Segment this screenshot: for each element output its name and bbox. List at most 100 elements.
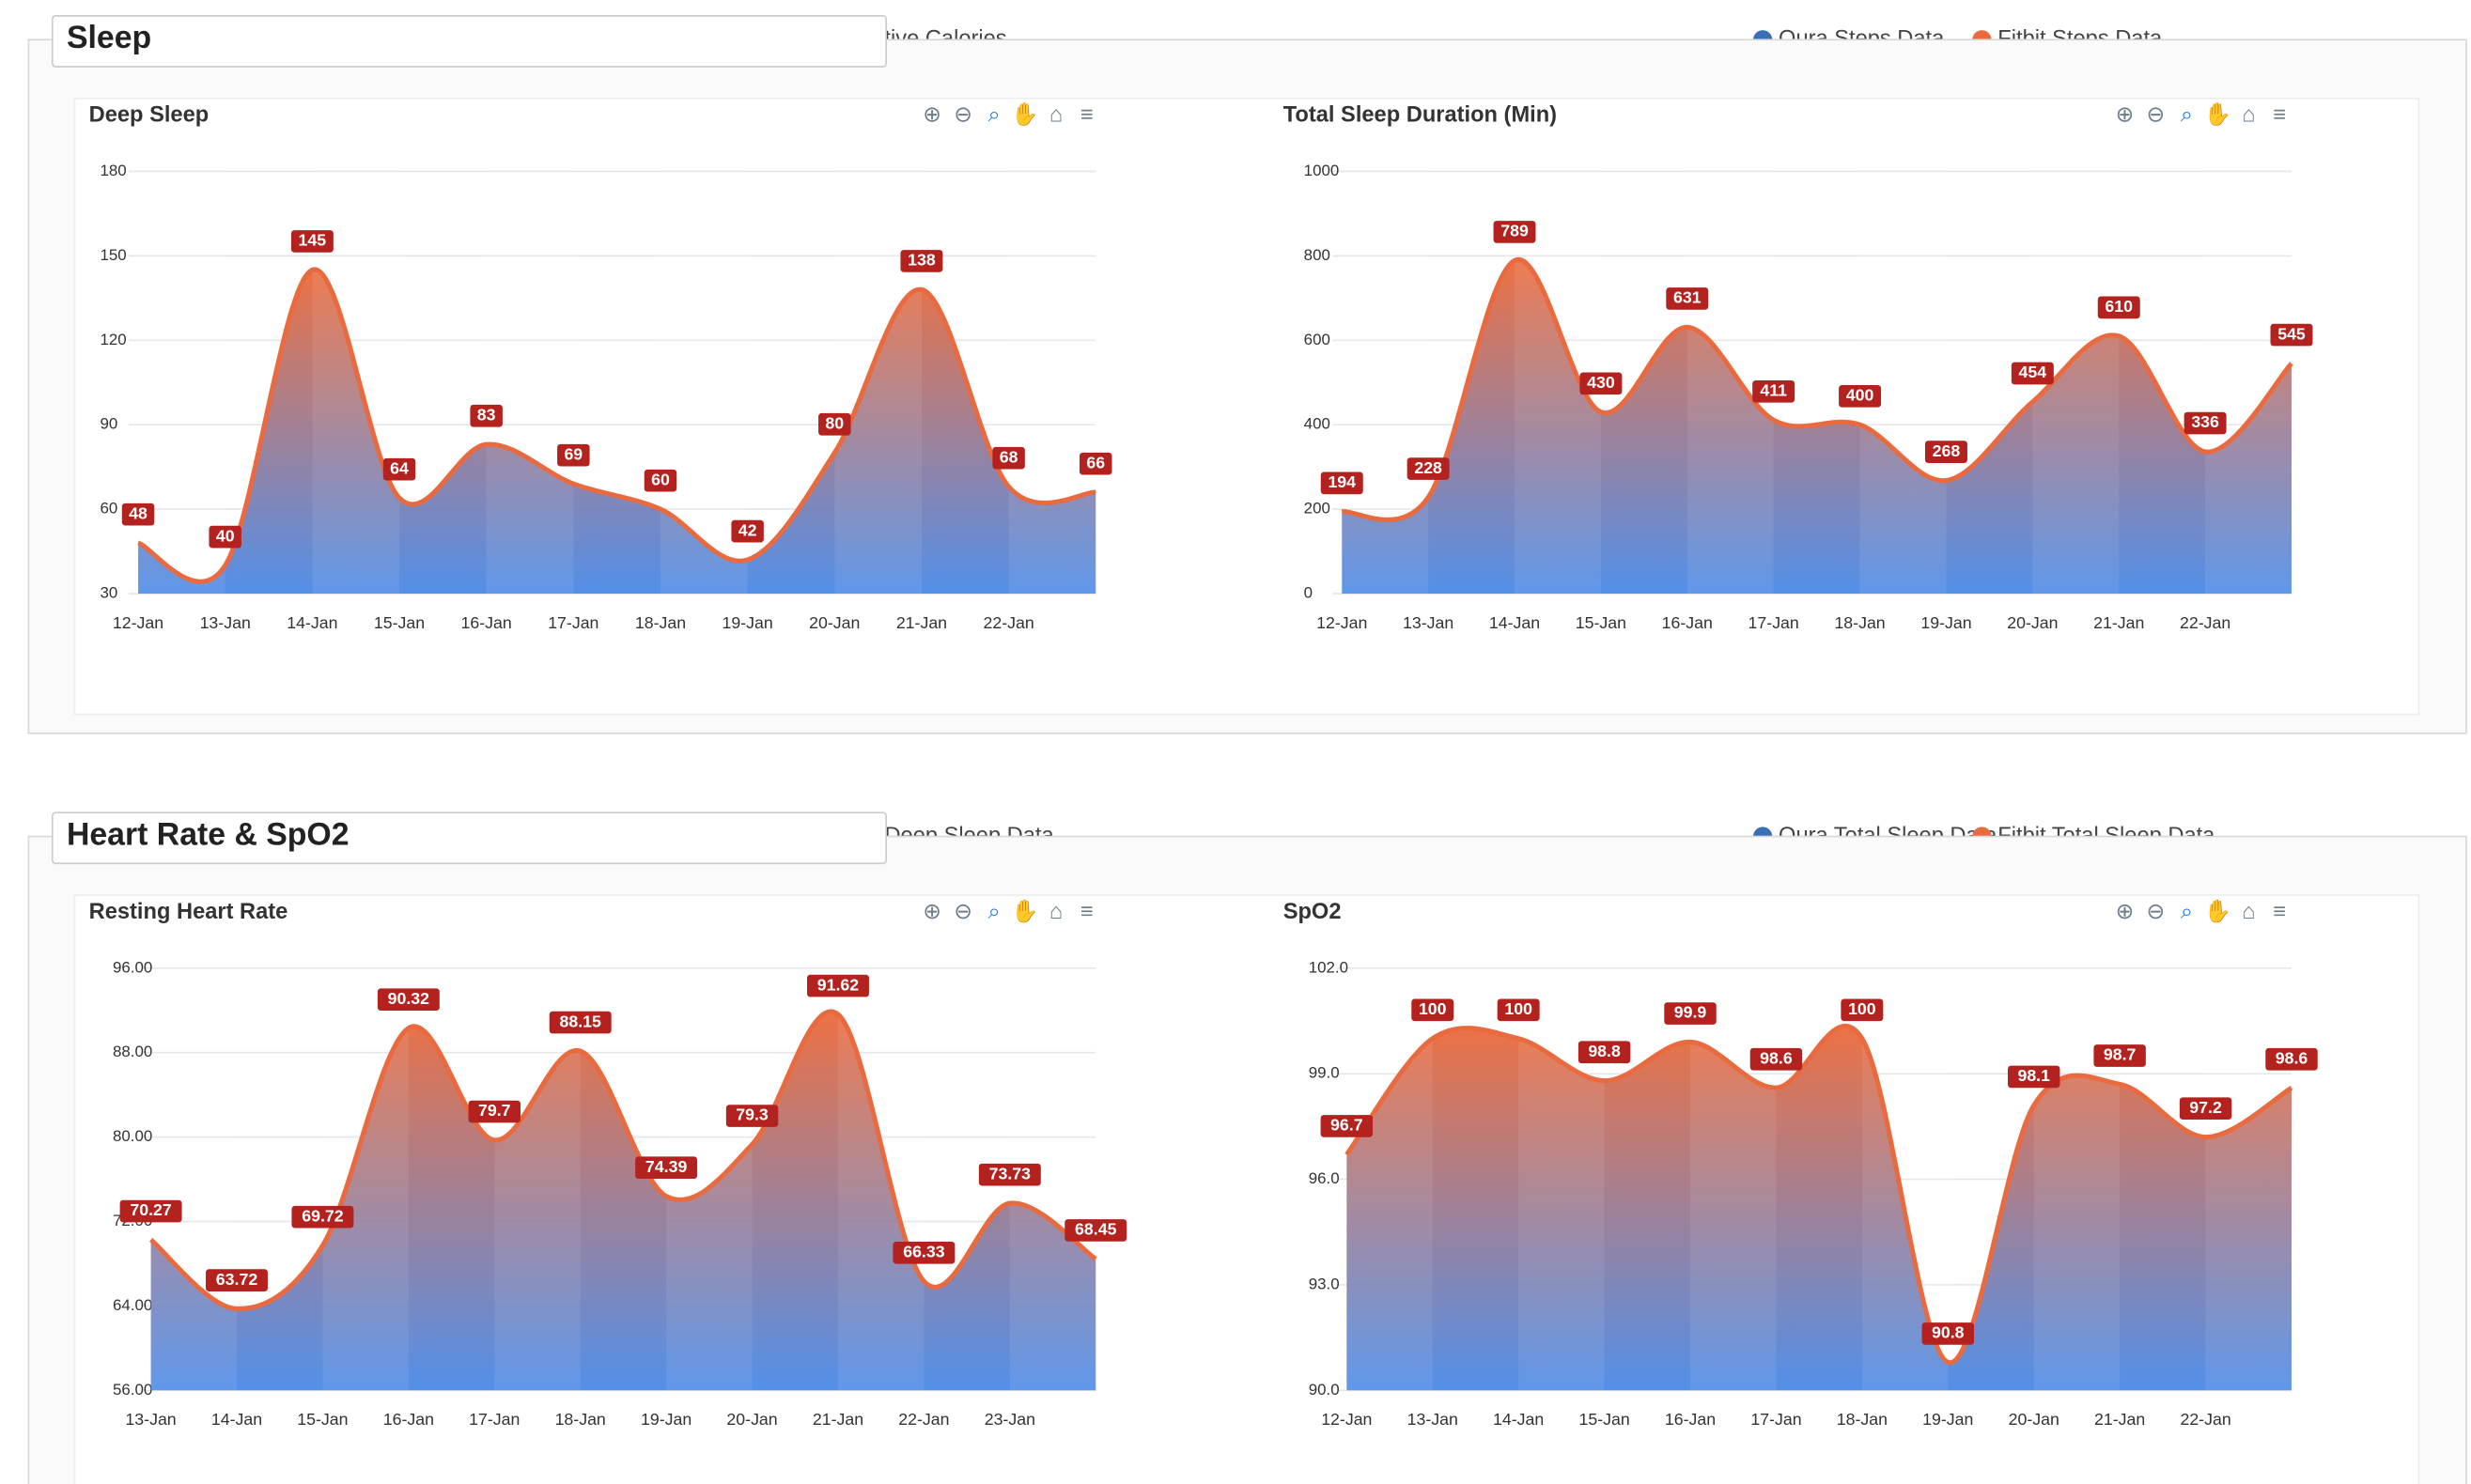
toolbar-icon[interactable]: ≡ <box>1080 103 1094 128</box>
toolbar-icon[interactable]: ⌂ <box>1049 103 1063 128</box>
y-tick-label: 90 <box>100 415 117 433</box>
band-overlay <box>2033 967 2121 1391</box>
value-label-box <box>1921 1322 1975 1345</box>
toolbar-icon[interactable]: ⌂ <box>1049 900 1063 924</box>
value-label: 74.39 <box>645 1157 688 1176</box>
x-tick-label: 18-Jan <box>1837 1410 1888 1429</box>
toolbar-icon[interactable]: ⌕ <box>2181 103 2193 128</box>
value-label-box <box>1749 1047 1803 1071</box>
toolbar-icon[interactable]: ⌕ <box>2181 900 2193 924</box>
toolbar-icon[interactable]: ≡ <box>2273 103 2286 128</box>
value-label: 42 <box>738 520 757 539</box>
toolbar-icon[interactable]: ⊖ <box>2147 103 2166 128</box>
band-overlay <box>1859 171 1947 594</box>
toolbar-icon[interactable]: ⌂ <box>2242 900 2255 924</box>
value-label-box <box>377 988 440 1012</box>
band-overlay <box>666 967 753 1391</box>
x-tick-label: 16-Jan <box>1662 613 1713 632</box>
x-tick-label: 13-Jan <box>1407 1410 1458 1429</box>
value-label-box <box>549 1011 612 1034</box>
toolbar-icon[interactable]: ✋ <box>2204 101 2231 128</box>
y-tick-label: 30 <box>100 583 117 601</box>
band-overlay <box>1342 171 1429 594</box>
toolbar-icon[interactable]: ⊖ <box>954 103 972 128</box>
value-label: 98.8 <box>1588 1042 1621 1060</box>
value-label: 545 <box>2277 324 2306 343</box>
x-tick-label: 21-Jan <box>813 1410 863 1429</box>
value-label: 98.7 <box>2104 1045 2137 1064</box>
value-label: 99.9 <box>1674 1003 1707 1022</box>
toolbar-icon[interactable]: ⌕ <box>987 900 1000 924</box>
toolbar-icon[interactable]: ⊕ <box>923 900 941 924</box>
value-label: 40 <box>216 526 235 545</box>
toolbar-icon[interactable]: ≡ <box>1080 900 1094 924</box>
value-label: 68 <box>1000 447 1018 466</box>
value-label-box <box>290 230 334 253</box>
toolbar-icon[interactable]: ≡ <box>2273 900 2286 924</box>
value-label-box <box>992 446 1025 470</box>
x-tick-label: 19-Jan <box>641 1410 692 1429</box>
x-tick-label: 21-Jan <box>2094 1410 2145 1429</box>
toolbar-icon[interactable]: ✋ <box>2204 898 2231 924</box>
y-tick-label: 800 <box>1304 246 1330 264</box>
x-tick-label: 22-Jan <box>983 613 1033 632</box>
toolbar-icon[interactable]: ✋ <box>1011 898 1038 924</box>
value-label-box <box>2008 1065 2060 1089</box>
x-tick-label: 22-Jan <box>2180 613 2230 632</box>
x-tick-label: 20-Jan <box>2009 1410 2059 1429</box>
toolbar-icon[interactable]: ⌂ <box>2242 103 2255 128</box>
value-label: 98.6 <box>1760 1048 1793 1067</box>
x-tick-label: 13-Jan <box>125 1410 176 1429</box>
value-label-box <box>2097 296 2140 319</box>
value-label: 268 <box>1933 441 1961 460</box>
y-tick-label: 600 <box>1304 331 1330 348</box>
value-label-box <box>1924 441 1967 463</box>
y-tick-label: 150 <box>100 246 126 264</box>
value-label-box <box>893 1241 956 1264</box>
value-label: 63.72 <box>216 1270 258 1289</box>
y-tick-label: 180 <box>100 162 126 179</box>
value-label: 96.7 <box>1330 1116 1363 1135</box>
value-label: 69.72 <box>302 1206 344 1225</box>
value-label-box <box>1320 471 1363 495</box>
value-label: 80 <box>825 413 844 432</box>
value-label: 88.15 <box>560 1012 602 1030</box>
section-title: Heart Rate & SpO2 <box>67 816 350 852</box>
toolbar-icon[interactable]: ✋ <box>1011 101 1038 128</box>
toolbar-icon[interactable]: ⊕ <box>2116 900 2135 924</box>
x-tick-label: 14-Jan <box>1493 1410 1544 1429</box>
area <box>138 269 1096 594</box>
x-tick-label: 20-Jan <box>809 613 860 632</box>
line <box>136 267 1096 584</box>
value-label: 97.2 <box>2189 1098 2222 1117</box>
value-label-box <box>470 404 503 427</box>
toolbar-icon[interactable]: ⊕ <box>923 103 941 128</box>
x-tick-label: 13-Jan <box>1403 613 1453 632</box>
x-tick-label: 15-Jan <box>374 613 425 632</box>
line <box>1344 1023 2293 1365</box>
value-label: 100 <box>1848 999 1876 1018</box>
value-label: 194 <box>1328 472 1356 491</box>
x-tick-label: 19-Jan <box>1920 613 1971 632</box>
section-title-box <box>51 15 887 68</box>
value-label-box <box>1841 998 1884 1022</box>
x-tick-label: 21-Jan <box>896 613 947 632</box>
x-tick-label: 20-Jan <box>726 1410 777 1429</box>
toolbar-icon[interactable]: ⊖ <box>2147 900 2166 924</box>
toolbar-icon[interactable]: ⊕ <box>2116 103 2135 128</box>
value-label: 70.27 <box>130 1200 172 1219</box>
value-label-box <box>468 1100 521 1123</box>
value-label: 83 <box>477 405 496 424</box>
y-tick-label: 88.00 <box>113 1043 152 1060</box>
value-label: 228 <box>1414 458 1442 477</box>
band-overlay <box>322 967 409 1391</box>
x-tick-label: 19-Jan <box>723 613 773 632</box>
toolbar-icon[interactable]: ⌕ <box>987 103 1000 128</box>
y-tick-label: 120 <box>100 331 126 348</box>
x-tick-label: 15-Jan <box>297 1410 348 1429</box>
value-label: 631 <box>1673 288 1702 307</box>
toolbar-icon[interactable]: ⊖ <box>954 900 972 924</box>
y-tick-label: 0 <box>1304 583 1313 601</box>
y-tick-label: 102.0 <box>1309 958 1348 976</box>
x-tick-label: 17-Jan <box>1748 613 1799 632</box>
